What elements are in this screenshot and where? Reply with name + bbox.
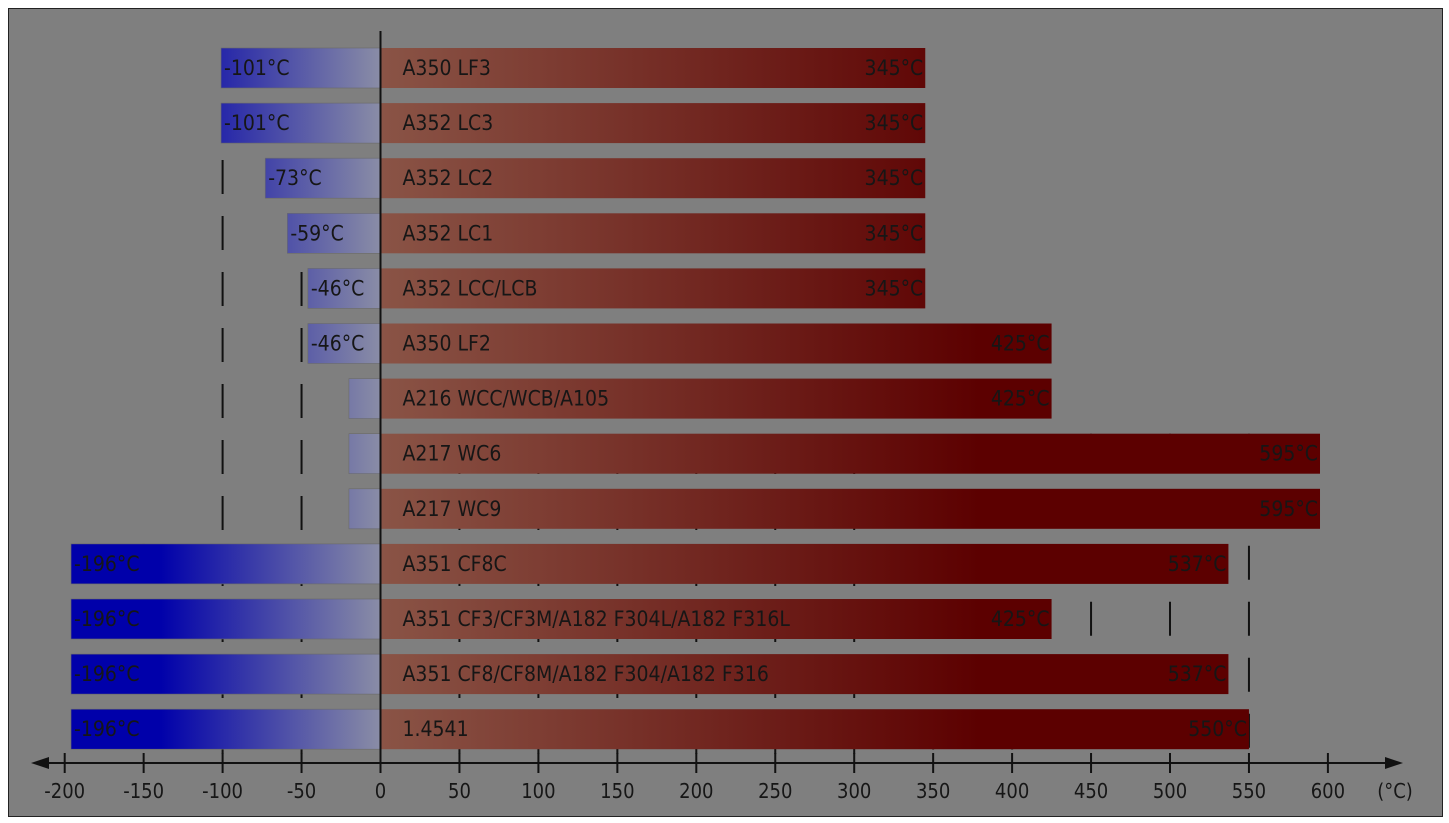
x-tick-label-7: 150: [600, 779, 634, 803]
hot-bar-7: [380, 433, 1321, 474]
x-tick-label-4: 0: [375, 779, 386, 803]
x-tick-label-12: 400: [995, 779, 1029, 803]
chart-frame: A350 LF3 -101°C 345°C A352 LC3 -101°C 345°C A3…: [8, 8, 1443, 817]
x-axis-arrow-left: [31, 757, 49, 769]
cold-bar-9: [70, 543, 381, 585]
cold-bar-11: [70, 653, 381, 695]
material-label-10: A351 CF3/CF3M/A182 F304L/A182 F316L: [403, 607, 791, 631]
max-temp-label-0: 345°C: [865, 56, 924, 80]
min-temp-label-11: -196°C: [74, 662, 140, 686]
max-temp-label-6: 425°C: [991, 387, 1050, 411]
min-temp-label-12: -196°C: [74, 717, 140, 741]
material-label-1: A352 LC3: [403, 111, 494, 135]
x-tick-label-13: 450: [1074, 779, 1108, 803]
x-tick-label-6: 100: [521, 779, 555, 803]
max-temp-label-7: 595°C: [1259, 442, 1318, 466]
max-temp-label-8: 595°C: [1259, 497, 1318, 521]
hot-bar-6: [380, 378, 1052, 419]
material-label-5: A350 LF2: [403, 332, 491, 356]
x-tick-label-3: -50: [287, 779, 316, 803]
material-label-0: A350 LF3: [403, 56, 491, 80]
material-label-12: 1.4541: [403, 717, 469, 741]
max-temp-label-1: 345°C: [865, 111, 924, 135]
cold-bar-1: [220, 102, 381, 144]
cold-bar-2: [264, 157, 381, 199]
x-tick-label-2: -100: [202, 779, 243, 803]
material-label-7: A217 WC6: [403, 442, 502, 466]
max-temp-label-2: 345°C: [865, 166, 924, 190]
hot-bar-10: [380, 599, 1052, 639]
min-temp-label-10: -196°C: [74, 607, 140, 631]
material-label-4: A352 LCC/LCB: [403, 276, 538, 300]
hot-bar-0: [380, 48, 926, 88]
min-temp-label-0: -101°C: [224, 56, 290, 80]
x-tick-label-14: 500: [1153, 779, 1187, 803]
hot-bar-12: [380, 709, 1249, 750]
x-tick-label-11: 350: [916, 779, 950, 803]
material-label-9: A351 CF8C: [403, 552, 507, 576]
cold-bar-12: [70, 708, 381, 750]
min-temp-label-9: -196°C: [74, 552, 140, 576]
hot-bar-1: [380, 103, 926, 144]
hot-bar-2: [380, 158, 926, 199]
max-temp-label-12: 550°C: [1188, 717, 1247, 741]
min-temp-label-1: -101°C: [224, 111, 290, 135]
max-temp-label-4: 345°C: [865, 276, 924, 300]
hot-bar-4: [380, 268, 926, 309]
x-unit-label: (°C): [1377, 779, 1413, 803]
min-temp-label-5: -46°C: [311, 332, 365, 356]
hot-bar-9: [380, 543, 1229, 584]
material-label-6: A216 WCC/WCB/A105: [403, 387, 610, 411]
max-temp-label-9: 537°C: [1168, 552, 1227, 576]
material-label-2: A352 LC2: [403, 166, 494, 190]
material-label-11: A351 CF8/CF8M/A182 F304/A182 F316: [403, 662, 769, 686]
x-tick-label-9: 250: [758, 779, 792, 803]
temperature-range-chart: A350 LF3 -101°C 345°C A352 LC3 -101°C 345°C A3…: [31, 31, 1413, 803]
x-axis-arrow-right: [1385, 757, 1403, 769]
material-label-8: A217 WC9: [403, 497, 502, 521]
cold-bar-4: [307, 268, 381, 309]
cold-bar-6: [348, 378, 381, 419]
x-tick-label-8: 200: [679, 779, 713, 803]
material-label-3: A352 LC1: [403, 221, 494, 245]
x-tick-label-5: 50: [448, 779, 471, 803]
x-tick-label-15: 550: [1232, 779, 1266, 803]
x-tick-label-10: 300: [837, 779, 871, 803]
x-tick-label-16: 600: [1311, 779, 1345, 803]
cold-bar-8: [348, 488, 381, 530]
min-temp-label-4: -46°C: [311, 276, 365, 300]
cold-bar-10: [70, 598, 381, 640]
x-tick-label-0: -200: [44, 779, 85, 803]
cold-bar-3: [287, 213, 381, 254]
min-temp-label-2: -73°C: [268, 166, 322, 190]
hot-bar-8: [380, 488, 1321, 529]
hot-bar-5: [380, 323, 1052, 364]
max-temp-label-10: 425°C: [991, 607, 1050, 631]
hot-bar-3: [380, 213, 926, 254]
cold-bar-7: [348, 433, 381, 475]
cold-bar-5: [307, 323, 381, 364]
x-tick-label-1: -150: [123, 779, 164, 803]
max-temp-label-11: 537°C: [1168, 662, 1227, 686]
min-temp-label-3: -59°C: [290, 221, 344, 245]
max-temp-label-5: 425°C: [991, 332, 1050, 356]
max-temp-label-3: 345°C: [865, 221, 924, 245]
hot-bar-11: [380, 654, 1229, 695]
cold-bar-0: [220, 47, 381, 89]
